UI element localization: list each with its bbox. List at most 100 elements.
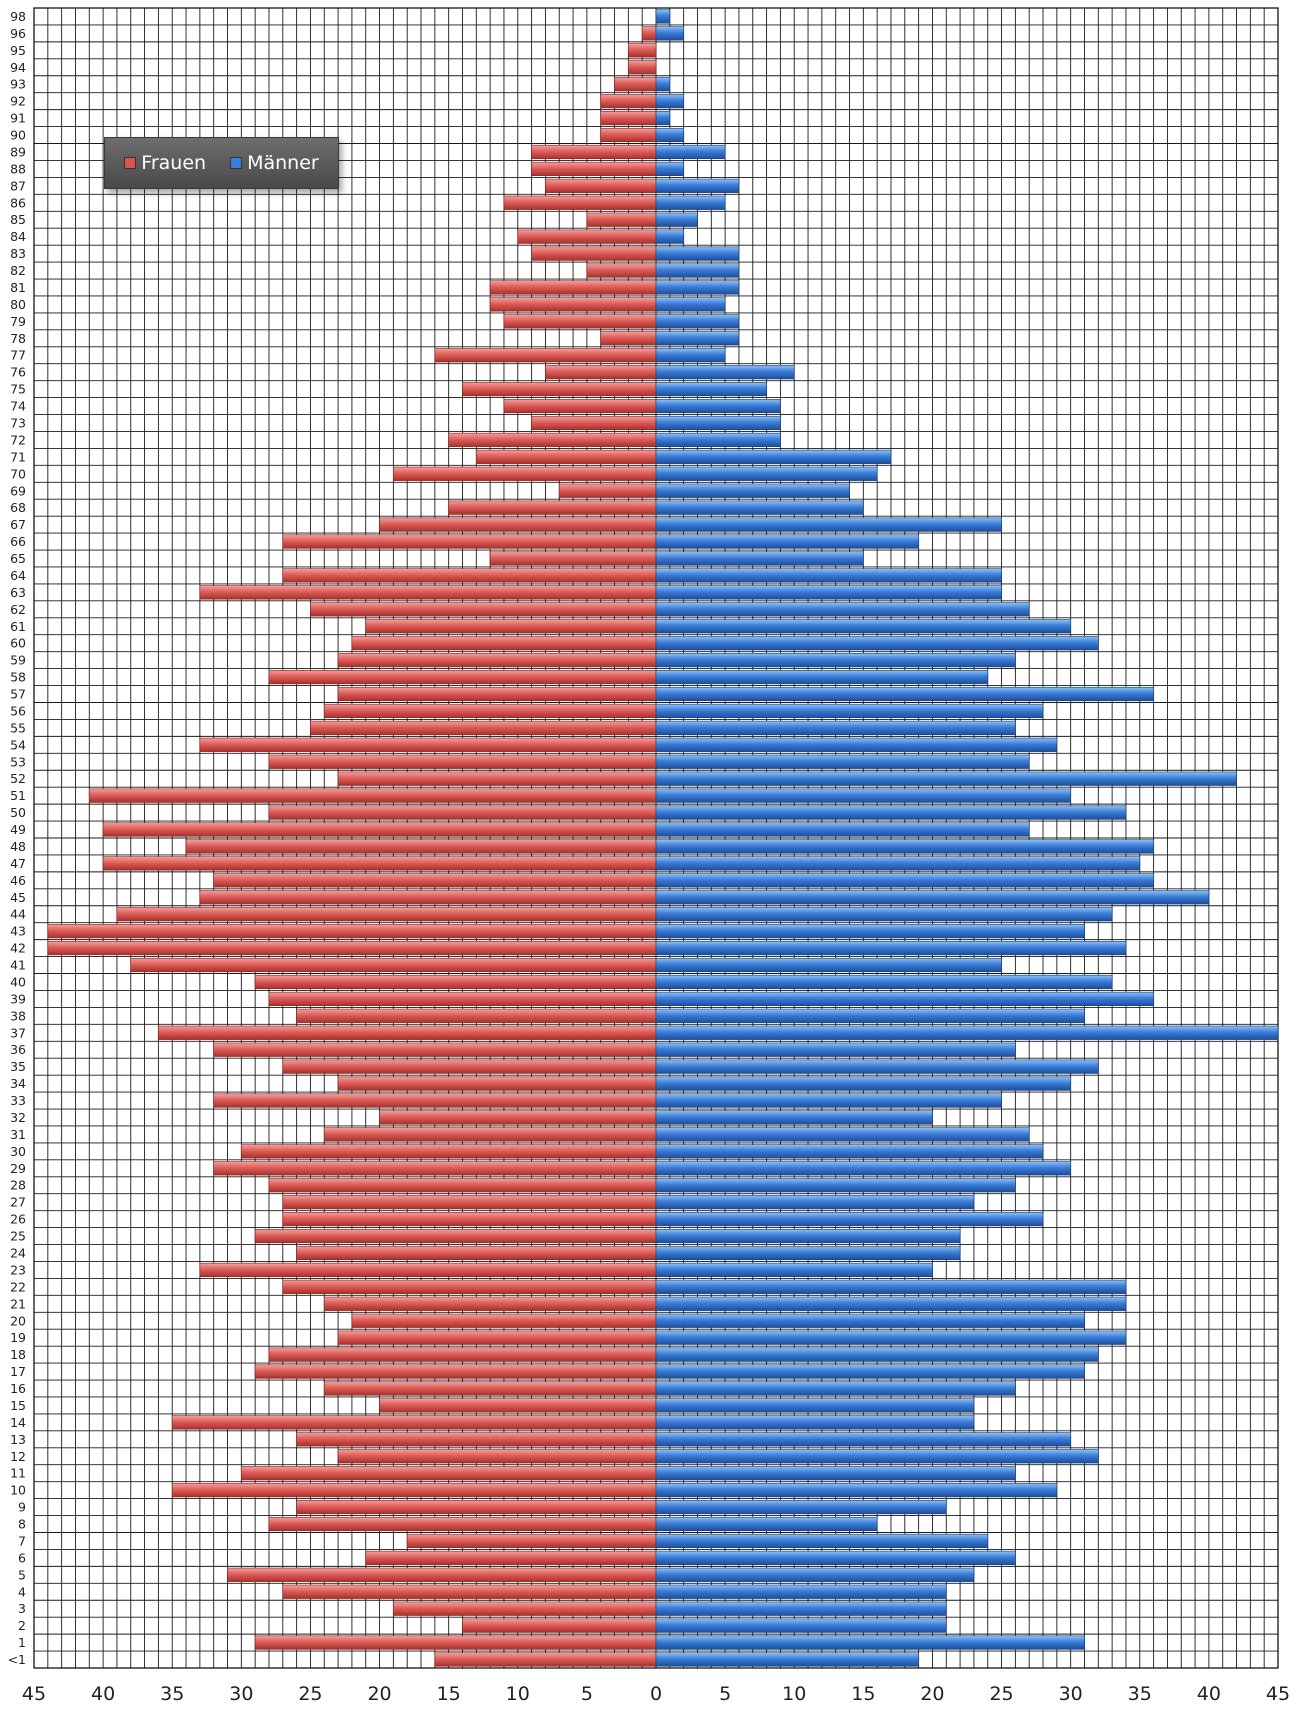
bar-frauen-79: [503, 314, 657, 329]
bar-frauen-25: [254, 1228, 657, 1244]
age-label: 79: [10, 314, 26, 329]
x-tick-label: 10: [506, 1683, 530, 1705]
bar-maenner-21: [655, 1296, 1127, 1311]
bar-frauen-29: [213, 1161, 657, 1176]
bar-maenner-24: [655, 1245, 961, 1261]
bar-maenner-40: [655, 974, 1113, 990]
age-label: 54: [10, 737, 26, 752]
bar-frauen-92: [600, 94, 657, 109]
bar-frauen-13: [296, 1432, 657, 1447]
bar-frauen-9: [296, 1500, 657, 1515]
bar-frauen-93: [614, 77, 657, 92]
bar-frauen-85: [586, 212, 657, 227]
bar-maenner-41: [655, 957, 1002, 973]
age-label: 24: [10, 1246, 26, 1261]
bar-maenner-19: [655, 1330, 1127, 1345]
age-label: 40: [10, 974, 26, 989]
bar-maenner-76: [655, 365, 795, 380]
bar-maenner-7: [655, 1533, 989, 1549]
bar-frauen-69: [558, 483, 657, 498]
age-label: 77: [10, 348, 26, 363]
bar-frauen-56: [323, 703, 657, 719]
age-label: 1: [18, 1635, 26, 1650]
bar-frauen-<1: [434, 1652, 657, 1667]
age-label: 7: [18, 1533, 26, 1548]
bar-frauen-11: [241, 1466, 657, 1481]
bar-frauen-55: [310, 720, 657, 735]
bar-frauen-54: [199, 737, 657, 752]
age-label: 19: [10, 1330, 26, 1345]
bar-maenner-23: [655, 1262, 933, 1278]
bar-maenner-88: [655, 161, 684, 176]
age-label: 31: [10, 1127, 26, 1142]
bar-maenner-2: [655, 1618, 947, 1633]
bar-maenner-38: [655, 1008, 1085, 1023]
bar-maenner-46: [655, 873, 1154, 888]
age-label: 34: [10, 1076, 26, 1091]
bar-maenner-86: [655, 195, 726, 210]
bar-maenner-75: [655, 382, 767, 397]
age-label: 57: [10, 687, 26, 702]
bar-frauen-81: [489, 280, 657, 295]
bar-frauen-75: [462, 382, 657, 397]
age-label: 9: [18, 1500, 26, 1515]
age-label: 42: [10, 941, 26, 956]
bar-frauen-52: [337, 771, 657, 786]
chart-legend: Frauen Männer: [104, 137, 339, 189]
bar-maenner-20: [655, 1313, 1085, 1328]
bar-maenner-55: [655, 720, 1016, 735]
age-label: 96: [10, 26, 26, 41]
age-label: 37: [10, 1025, 26, 1040]
age-label: 76: [10, 365, 26, 380]
bar-maenner-27: [655, 1195, 975, 1210]
bar-maenner-6: [655, 1550, 1016, 1565]
bar-maenner-52: [655, 771, 1237, 786]
bar-maenner-1: [655, 1635, 1085, 1650]
bar-frauen-1: [254, 1635, 657, 1650]
bar-maenner-13: [655, 1432, 1071, 1447]
legend-item-frauen: Frauen: [124, 152, 206, 174]
legend-item-maenner: Männer: [230, 152, 319, 174]
x-tick-label: 30: [229, 1683, 253, 1705]
age-label: 67: [10, 517, 26, 532]
age-label: 84: [10, 229, 26, 244]
bar-frauen-15: [379, 1398, 657, 1413]
age-label: 38: [10, 1008, 26, 1023]
age-label: 56: [10, 703, 26, 718]
bar-maenner-98: [655, 9, 671, 24]
bar-frauen-91: [600, 111, 657, 126]
bar-maenner-62: [655, 602, 1030, 617]
bar-frauen-45: [199, 890, 657, 905]
bar-maenner-65: [655, 551, 864, 566]
bar-maenner-50: [655, 805, 1127, 820]
age-label: 59: [10, 653, 26, 668]
bar-frauen-73: [531, 415, 657, 431]
age-label: 85: [10, 212, 26, 227]
bar-frauen-6: [365, 1550, 657, 1565]
bar-frauen-42: [47, 941, 657, 956]
bar-maenner-80: [655, 297, 726, 312]
bar-frauen-16: [323, 1381, 657, 1396]
bar-frauen-70: [393, 466, 657, 481]
bar-frauen-43: [47, 924, 657, 939]
bar-maenner-64: [655, 568, 1002, 583]
age-label: 90: [10, 128, 26, 143]
bar-maenner-18: [655, 1347, 1099, 1362]
bar-frauen-4: [282, 1584, 657, 1599]
age-label: 50: [10, 805, 26, 820]
age-label: 62: [10, 602, 26, 617]
bar-maenner-25: [655, 1228, 961, 1244]
bar-maenner-84: [655, 229, 684, 244]
bar-maenner-34: [655, 1076, 1071, 1091]
bar-frauen-2: [462, 1618, 657, 1633]
bar-frauen-31: [323, 1127, 657, 1142]
x-tick-label: 40: [91, 1683, 115, 1705]
bar-maenner-72: [655, 432, 781, 448]
bar-maenner-<1: [655, 1652, 919, 1667]
age-label: 30: [10, 1144, 26, 1159]
bar-maenner-29: [655, 1161, 1071, 1176]
age-label: 43: [10, 924, 26, 939]
bar-maenner-14: [655, 1415, 975, 1430]
bar-maenner-15: [655, 1398, 975, 1413]
bar-maenner-81: [655, 280, 740, 295]
